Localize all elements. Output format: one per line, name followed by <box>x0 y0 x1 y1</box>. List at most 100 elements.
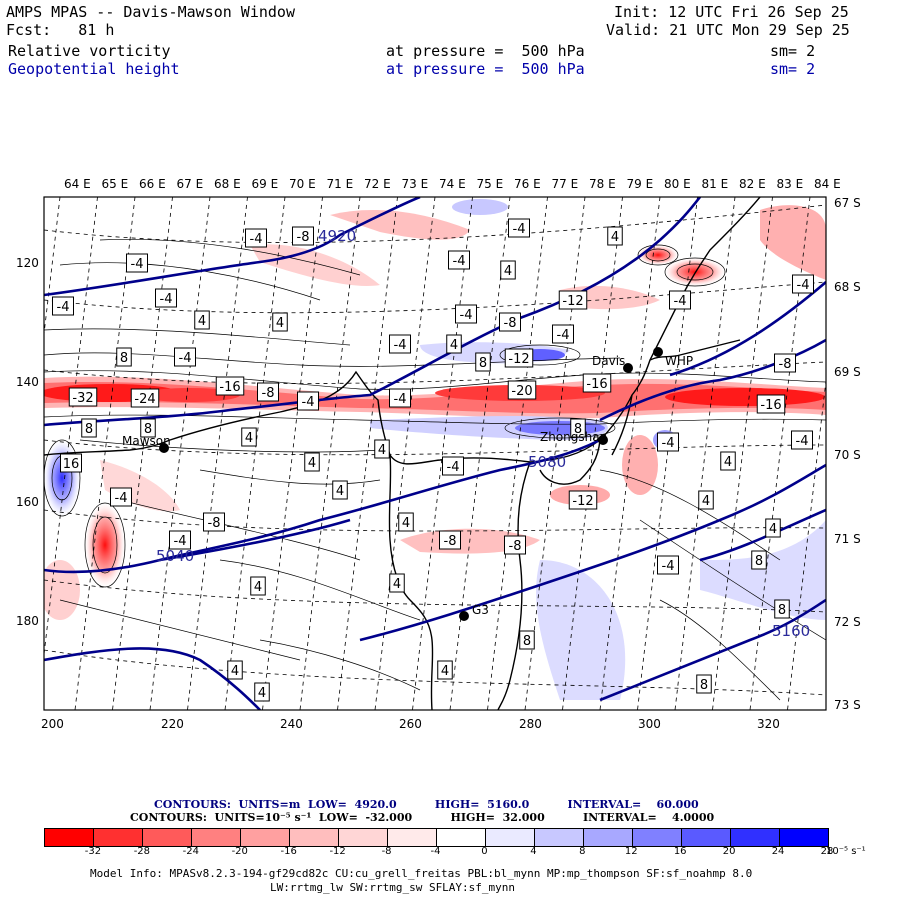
contour-label-value: -8 <box>444 534 457 549</box>
stations <box>159 347 663 621</box>
colorbar-tick-label: 4 <box>530 846 537 857</box>
contour-label-value: 4 <box>611 230 619 245</box>
contour-label-box <box>607 226 623 246</box>
colorbar-tick-label: -16 <box>280 846 297 857</box>
contour-label-box <box>254 682 270 702</box>
longitude-label: 78 E <box>589 177 616 191</box>
contour-label-box <box>332 480 348 500</box>
colorbar-tick-label: -12 <box>329 846 346 857</box>
meridian-line <box>562 197 623 710</box>
meridian-line <box>412 197 473 710</box>
colorbar-segment <box>45 829 94 846</box>
contour-label-box <box>519 630 535 650</box>
contour-label-box <box>765 518 781 538</box>
colorbar-tick-label: 20 <box>722 846 736 857</box>
contour-label-box <box>250 576 266 596</box>
contour-label-value: 4 <box>393 577 401 592</box>
contour-label-box <box>389 573 405 593</box>
contour-label-box <box>504 348 534 368</box>
contour-label-value: 8 <box>700 678 708 693</box>
meridian-line <box>149 197 211 710</box>
contour-label-box <box>442 456 464 476</box>
station-label-mawson: Mawson <box>122 434 171 448</box>
contour-label-value: 4 <box>276 316 284 331</box>
longitude-label: 80 E <box>664 177 691 191</box>
contour-label-box <box>257 382 279 402</box>
contour-label-value: -4 <box>797 278 810 293</box>
height-label-5080: 5080 <box>528 453 567 471</box>
longitude-label: 68 E <box>214 177 241 191</box>
contour-label-box <box>194 310 210 330</box>
longitude-label: 65 E <box>101 177 129 191</box>
colorbar-segment <box>633 829 682 846</box>
colorbar-segment <box>290 829 339 846</box>
contour-label-value: 4 <box>504 264 512 279</box>
contour-label-box <box>227 660 243 680</box>
x-tick-label: 260 <box>399 717 422 731</box>
longitude-label: 75 E <box>476 177 504 191</box>
longitude-label: 64 E <box>64 177 91 191</box>
field1-level: at pressure = 500 hPa <box>386 42 585 60</box>
contour-label-box <box>174 347 196 367</box>
contour-label-value: 4 <box>402 516 410 531</box>
colorbar-tick-label: -28 <box>133 846 151 857</box>
colorbar-tick-label: -24 <box>182 846 199 857</box>
contour-label-value: -32 <box>72 391 93 406</box>
contour-label-value: -4 <box>394 338 407 353</box>
contour-label-value: -16 <box>586 377 607 392</box>
contour-label-box <box>169 530 191 550</box>
contour-label-value: -4 <box>115 491 128 506</box>
contour-label-value: -24 <box>134 392 155 407</box>
contour-label-value: -8 <box>779 357 792 372</box>
contour-label-box <box>696 674 712 694</box>
contour-label-value: 16 <box>63 457 80 472</box>
contour-label-box <box>140 418 156 438</box>
longitude-label: 69 E <box>251 177 279 191</box>
contour-label-value: 8 <box>755 554 763 569</box>
contour-label-value: -4 <box>662 559 675 574</box>
contour-label-value: -4 <box>460 308 473 323</box>
height-label-5040: 5040 <box>156 547 195 565</box>
x-tick-label: 280 <box>519 717 542 731</box>
contour-label-box <box>774 353 796 373</box>
meridian-line <box>337 197 398 710</box>
contour-label-box <box>720 451 736 471</box>
contour-label-value: -4 <box>796 434 809 449</box>
station-marker-davis <box>623 363 633 373</box>
colorbar-tick-label: 12 <box>624 846 638 857</box>
contour-label-value: 4 <box>258 686 266 701</box>
contour-label-box <box>751 550 767 570</box>
meridian-line <box>637 197 698 710</box>
station-marker-mawson <box>159 443 169 453</box>
station-label-g3: G3 <box>472 603 489 617</box>
contour-label-value: 4 <box>308 456 316 471</box>
contour-label-value: -4 <box>557 328 570 343</box>
x-tick-label: 200 <box>41 717 64 731</box>
field2-smoothing: sm= 2 <box>770 60 816 78</box>
contour-label-value: 4 <box>702 494 710 509</box>
contour-label-box <box>241 427 257 447</box>
contour-label-box <box>437 660 453 680</box>
contour-label-box <box>389 334 411 354</box>
colorbar-tick-label: -8 <box>381 846 392 857</box>
colorbar-segment <box>731 829 780 846</box>
contour-label-box <box>582 373 612 393</box>
contour-label-box <box>455 304 477 324</box>
longitude-label: 77 E <box>551 177 579 191</box>
field2-level: at pressure = 500 hPa <box>386 60 585 78</box>
contour-label-value: -4 <box>662 436 675 451</box>
colorbar-segment <box>682 829 731 846</box>
contour-label-value: -20 <box>511 384 532 399</box>
colorbar-tick-label: 24 <box>771 846 785 857</box>
meridian-line <box>674 197 736 710</box>
contour-label-box <box>552 324 574 344</box>
colorbar-segment <box>339 829 388 846</box>
plot-title: AMPS MPAS -- Davis-Mawson Window <box>6 3 295 21</box>
meridian-line <box>487 197 548 710</box>
contour-label-box <box>792 274 814 294</box>
contour-label-box <box>774 599 790 619</box>
contour-label-value: 8 <box>574 422 582 437</box>
contour-label-value: -4 <box>131 257 144 272</box>
colorbar-segment <box>535 829 584 846</box>
init-time: Init: 12 UTC Fri 26 Sep 25 <box>614 3 849 21</box>
